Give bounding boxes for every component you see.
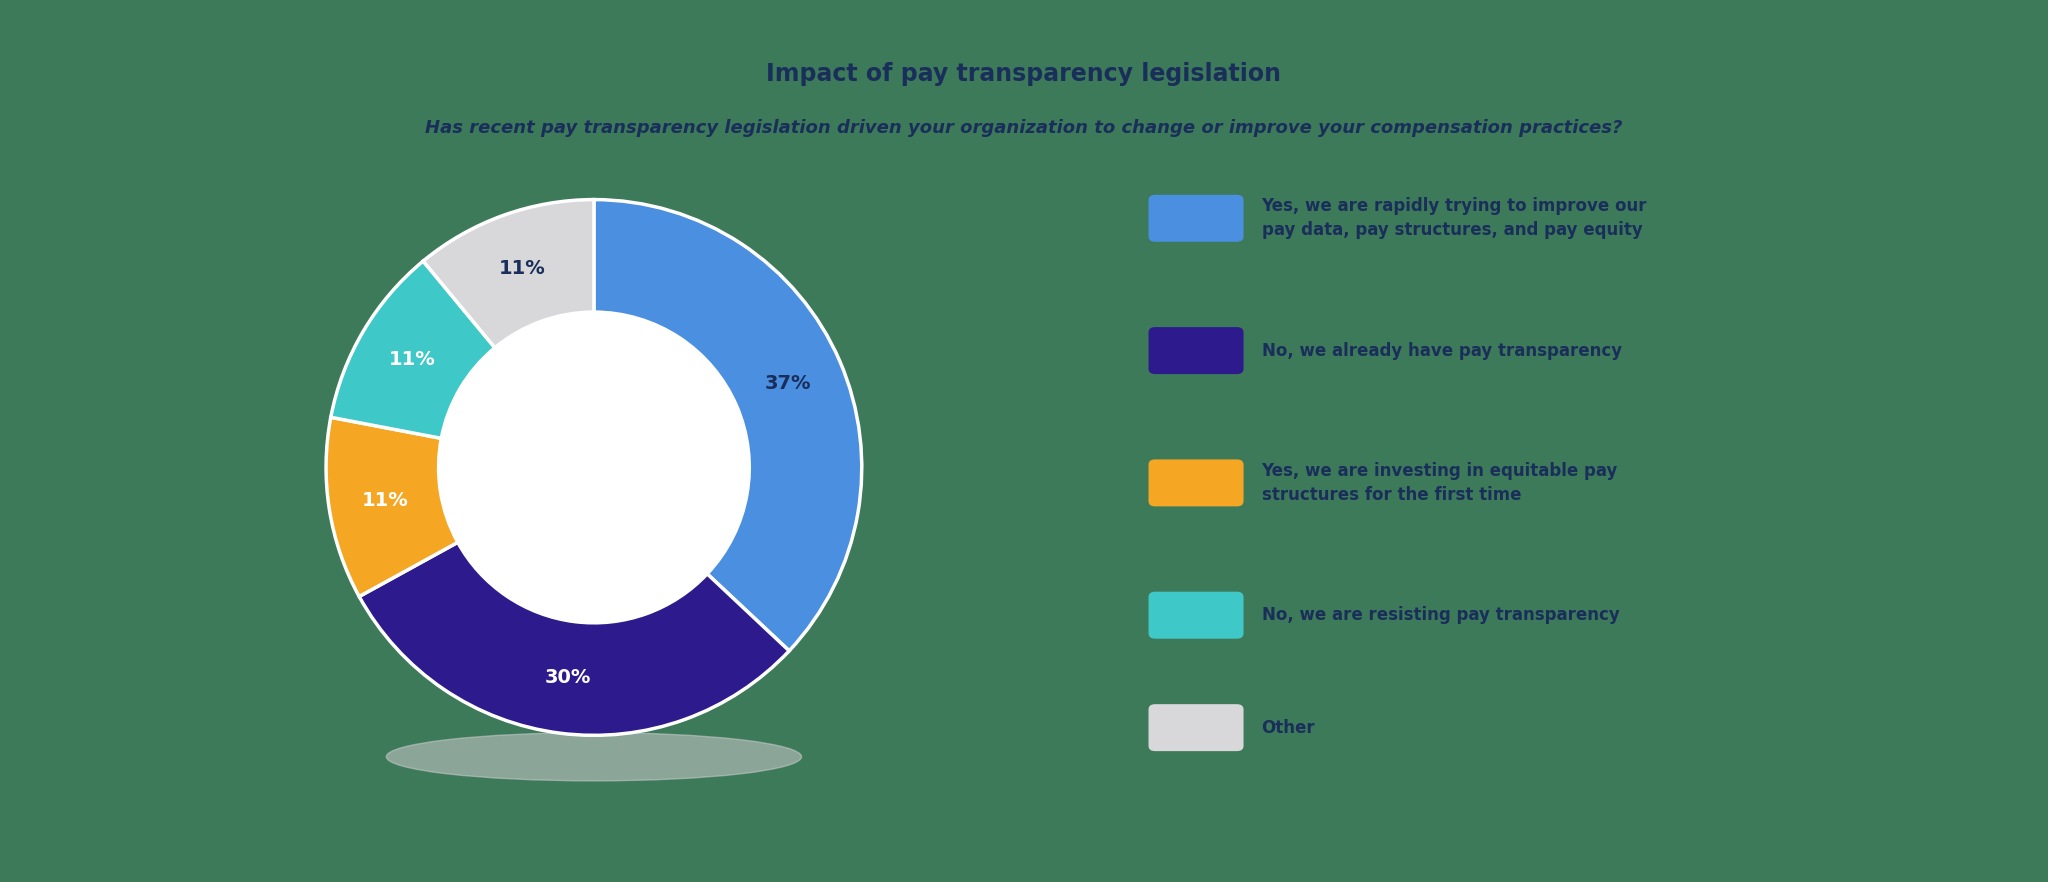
Text: 30%: 30% bbox=[545, 668, 590, 687]
Ellipse shape bbox=[387, 733, 801, 781]
Wedge shape bbox=[358, 542, 788, 736]
Text: Yes, we are rapidly trying to improve our
pay data, pay structures, and pay equi: Yes, we are rapidly trying to improve ou… bbox=[1262, 198, 1647, 239]
FancyBboxPatch shape bbox=[1149, 195, 1243, 242]
Text: 11%: 11% bbox=[500, 258, 545, 278]
FancyBboxPatch shape bbox=[1149, 460, 1243, 506]
Wedge shape bbox=[424, 199, 594, 348]
Text: Yes, we are investing in equitable pay
structures for the first time: Yes, we are investing in equitable pay s… bbox=[1262, 462, 1618, 504]
Text: Impact of pay transparency legislation: Impact of pay transparency legislation bbox=[766, 62, 1282, 86]
FancyBboxPatch shape bbox=[1149, 592, 1243, 639]
Text: Has recent pay transparency legislation driven your organization to change or im: Has recent pay transparency legislation … bbox=[426, 119, 1622, 137]
Wedge shape bbox=[326, 417, 459, 596]
Text: 11%: 11% bbox=[389, 350, 434, 370]
FancyBboxPatch shape bbox=[1149, 327, 1243, 374]
Wedge shape bbox=[332, 261, 496, 438]
Text: No, we are resisting pay transparency: No, we are resisting pay transparency bbox=[1262, 606, 1620, 624]
Circle shape bbox=[438, 312, 750, 623]
Wedge shape bbox=[594, 199, 862, 651]
FancyBboxPatch shape bbox=[1149, 704, 1243, 751]
Text: Other: Other bbox=[1262, 719, 1315, 736]
Text: 11%: 11% bbox=[362, 491, 408, 510]
Text: 37%: 37% bbox=[764, 374, 811, 392]
Text: No, we already have pay transparency: No, we already have pay transparency bbox=[1262, 341, 1622, 360]
